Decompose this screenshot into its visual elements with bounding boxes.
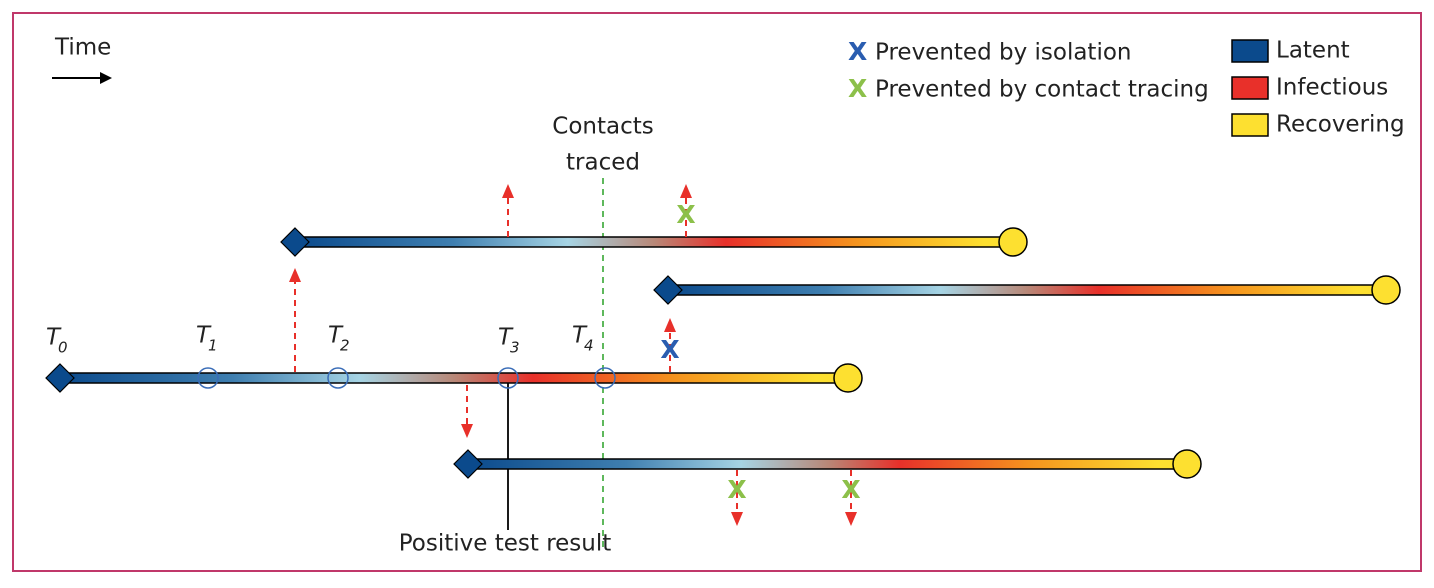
transmission-arrow	[461, 385, 473, 438]
transmission-arrow	[845, 470, 857, 526]
annotation: Positive test result	[399, 531, 612, 557]
legend-label: Latent	[1276, 38, 1350, 64]
time-arrow-head	[100, 72, 112, 84]
timeline	[453, 449, 1202, 479]
time-point-subscript: 1	[208, 337, 218, 355]
time-point: T	[572, 323, 588, 349]
time-point: T	[196, 323, 212, 349]
annotation: traced	[566, 150, 640, 176]
time-point-subscript: 0	[58, 339, 68, 357]
legend-swatch	[1231, 76, 1269, 100]
prevention-mark: X	[676, 200, 695, 229]
transmission-arrow	[502, 184, 514, 237]
legend-label: Infectious	[1276, 75, 1388, 101]
time-point-subscript: 2	[340, 337, 350, 355]
legend-label: Prevented by isolation	[875, 40, 1132, 66]
transmission-arrow	[664, 318, 676, 372]
legend-label: Prevented by contact tracing	[875, 77, 1209, 103]
transmission-arrow	[731, 470, 743, 526]
legend-swatch	[1231, 113, 1269, 137]
time-point-subscript: 4	[584, 337, 594, 355]
time-point: T	[46, 325, 62, 351]
timeline	[280, 227, 1028, 257]
time-point: T	[498, 325, 514, 351]
time-label: Time	[54, 35, 111, 61]
transmission-arrow	[289, 268, 301, 372]
transmission-arrow	[680, 184, 692, 237]
legend-symbol: X	[848, 74, 867, 103]
annotation: Contacts	[552, 114, 653, 140]
legend-swatch	[1231, 39, 1269, 63]
prevention-mark: X	[841, 475, 860, 504]
legend-symbol: X	[848, 37, 867, 66]
legend-label: Recovering	[1276, 112, 1405, 138]
timeline	[653, 275, 1401, 305]
prevention-mark: X	[660, 335, 679, 364]
timeline	[45, 363, 863, 393]
frame	[12, 12, 1422, 572]
time-point-subscript: 3	[510, 339, 520, 357]
prevention-mark: X	[727, 475, 746, 504]
time-point: T	[328, 323, 344, 349]
